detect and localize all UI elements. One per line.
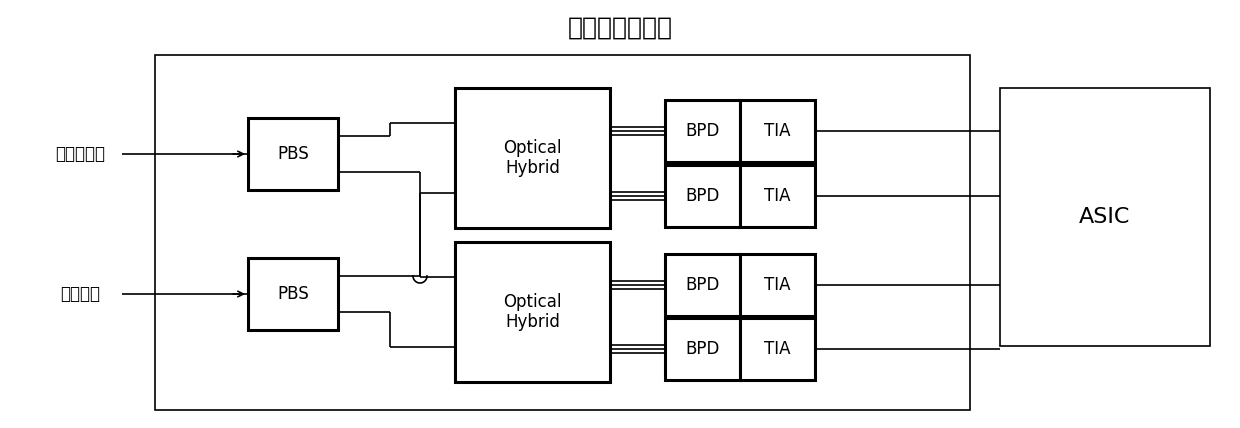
Text: 集成相干接收机: 集成相干接收机	[568, 16, 672, 40]
Bar	[665, 254, 740, 316]
Text: BPD: BPD	[686, 187, 719, 205]
Text: 本振光源: 本振光源	[60, 285, 100, 303]
Text: BPD: BPD	[686, 340, 719, 358]
Text: TIA: TIA	[764, 276, 791, 294]
Bar	[155, 55, 970, 410]
Text: BPD: BPD	[686, 122, 719, 140]
Bar	[740, 318, 815, 380]
Text: ASIC: ASIC	[1079, 207, 1131, 227]
Bar	[455, 88, 610, 228]
Text: Optical
Hybrid: Optical Hybrid	[503, 293, 562, 331]
Bar	[248, 258, 339, 330]
Bar	[455, 242, 610, 382]
Bar	[740, 165, 815, 227]
Bar	[740, 100, 815, 162]
Text: TIA: TIA	[764, 122, 791, 140]
Bar	[999, 88, 1210, 346]
Text: PBS: PBS	[277, 285, 309, 303]
Text: BPD: BPD	[686, 276, 719, 294]
Bar	[665, 318, 740, 380]
Bar	[665, 100, 740, 162]
Bar	[248, 118, 339, 190]
Text: PBS: PBS	[277, 145, 309, 163]
Bar	[665, 165, 740, 227]
Text: TIA: TIA	[764, 340, 791, 358]
Text: Optical
Hybrid: Optical Hybrid	[503, 139, 562, 177]
Bar	[740, 254, 815, 316]
Text: 接收光信号: 接收光信号	[55, 145, 105, 163]
Text: TIA: TIA	[764, 187, 791, 205]
